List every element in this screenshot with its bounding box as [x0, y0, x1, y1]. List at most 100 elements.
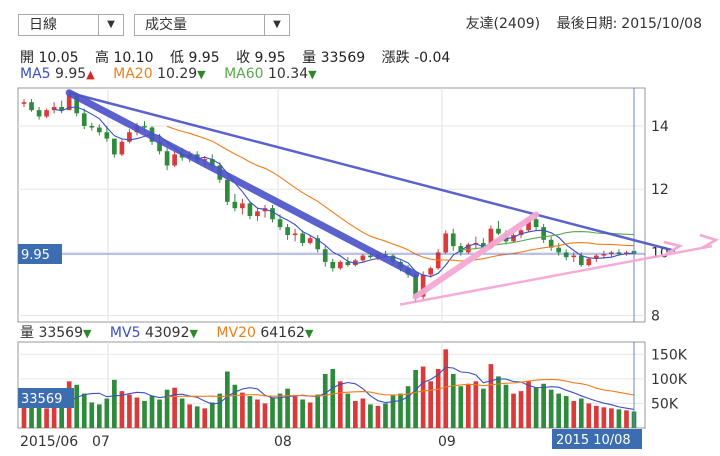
volume-bar — [383, 403, 388, 428]
candle-body — [66, 94, 72, 111]
high-value: 10.10 — [113, 50, 154, 66]
candle-body — [232, 201, 238, 209]
candle-body — [157, 141, 162, 152]
volume-bar — [187, 404, 193, 428]
volume-bar — [578, 398, 584, 428]
volume-tick-label: 100K — [651, 372, 688, 388]
volume-bar — [29, 400, 34, 428]
price-tick-label: 12 — [651, 182, 669, 198]
current-price-label: 9.95 — [21, 248, 50, 263]
volume-bar — [503, 384, 509, 428]
candle-body — [353, 260, 358, 266]
long-downtrend-line — [68, 91, 676, 253]
down-arrow-icon: ▼ — [83, 327, 92, 340]
chevron-down-icon[interactable]: ▼ — [264, 15, 289, 35]
close-label: 收 — [236, 50, 251, 66]
volume-bar — [375, 405, 381, 428]
candle-body — [443, 233, 449, 253]
current-volume-label: 33569 — [21, 392, 62, 407]
volume-bar — [518, 391, 524, 428]
volume-bar — [533, 387, 539, 428]
candle-body — [541, 227, 546, 240]
stock-name: 友達(2409) — [465, 16, 541, 32]
volume-bar — [458, 386, 464, 428]
close-value: 9.95 — [254, 50, 286, 66]
last-date-label: 最後日期: — [556, 16, 618, 32]
up-arrow-icon: ▲ — [86, 68, 95, 81]
period-select-value: 日線 — [29, 17, 57, 33]
candle-body — [240, 203, 245, 209]
candle-body — [315, 238, 321, 250]
volume-bar — [443, 349, 449, 428]
vol-value: 33569 — [38, 325, 83, 341]
candle-body — [548, 239, 554, 248]
candle-body — [428, 268, 434, 275]
candle-body — [450, 233, 456, 247]
period-select[interactable]: 日線 ▼ — [18, 14, 124, 36]
volume-label: 量 — [302, 50, 317, 66]
candle-body — [51, 106, 57, 111]
down-arrow-icon: ▼ — [189, 327, 198, 340]
mv20-line — [167, 378, 635, 398]
volume-bar — [465, 383, 471, 428]
volume-bar — [556, 393, 562, 428]
candle-body — [322, 249, 328, 262]
volume-bar — [119, 391, 125, 428]
change-value: -0.04 — [414, 50, 451, 66]
volume-bar — [104, 398, 110, 428]
price-panel-frame — [17, 87, 646, 323]
volume-bar — [172, 387, 177, 428]
volume-bar — [481, 388, 486, 428]
volume-bar — [21, 397, 27, 428]
volume-bar — [594, 405, 599, 428]
volume-bar — [548, 389, 554, 428]
candle-body — [518, 230, 524, 236]
volume-bar — [59, 405, 64, 428]
volume-bar — [571, 400, 577, 428]
volume-bar — [164, 389, 170, 428]
x-axis-label: 07 — [92, 434, 110, 450]
candle-body — [420, 274, 426, 297]
volume-bar — [36, 404, 42, 428]
uptrend-arrowhead-icon — [663, 240, 684, 256]
volume-bar — [74, 384, 80, 428]
mv20-value: 64162 — [260, 325, 305, 341]
volume-bar — [337, 381, 343, 428]
candle-body — [81, 113, 87, 126]
low-label: 低 — [170, 50, 184, 66]
thick-downtrend-line — [65, 89, 420, 279]
candle-body — [594, 255, 599, 259]
mv5-legend: MV5 43092▼ — [110, 325, 198, 341]
volume-bar — [247, 396, 253, 428]
volume-bar — [51, 407, 57, 428]
volume-bar — [157, 399, 162, 428]
open-label: 開 — [20, 50, 34, 66]
volume-bar — [112, 379, 117, 428]
candle-body — [164, 151, 170, 166]
volume-bar — [488, 364, 494, 428]
volume-bar — [89, 402, 95, 428]
ma20-line — [166, 125, 635, 262]
volume-bar — [202, 408, 208, 428]
volume-bar — [586, 403, 592, 428]
volume-bar — [194, 406, 200, 428]
quote-line: 開 10.05 高 10.10 低 9.95 收 9.95 量 33569 漲跌… — [20, 47, 462, 67]
volume-bar — [345, 393, 351, 428]
candle-body — [277, 219, 283, 228]
volume-bar — [285, 388, 290, 428]
current-price-box — [18, 244, 62, 265]
ma5-value: 9.95 — [55, 66, 87, 82]
ma-legend: MA5 9.95▲ MA20 10.29▼ MA60 10.34▼ — [20, 66, 331, 82]
candle-body — [119, 141, 125, 155]
candle-body — [292, 233, 298, 236]
volume-bar — [240, 392, 245, 428]
candle-body — [29, 102, 34, 111]
ma60-label: MA60 — [224, 66, 264, 82]
chevron-down-icon[interactable]: ▼ — [98, 15, 123, 35]
uptrend-arrowhead-icon — [699, 233, 720, 250]
candle-body — [36, 110, 42, 117]
indicator-select[interactable]: 成交量 ▼ — [134, 14, 290, 36]
volume-bar — [96, 404, 102, 428]
volume-bar — [405, 386, 411, 428]
